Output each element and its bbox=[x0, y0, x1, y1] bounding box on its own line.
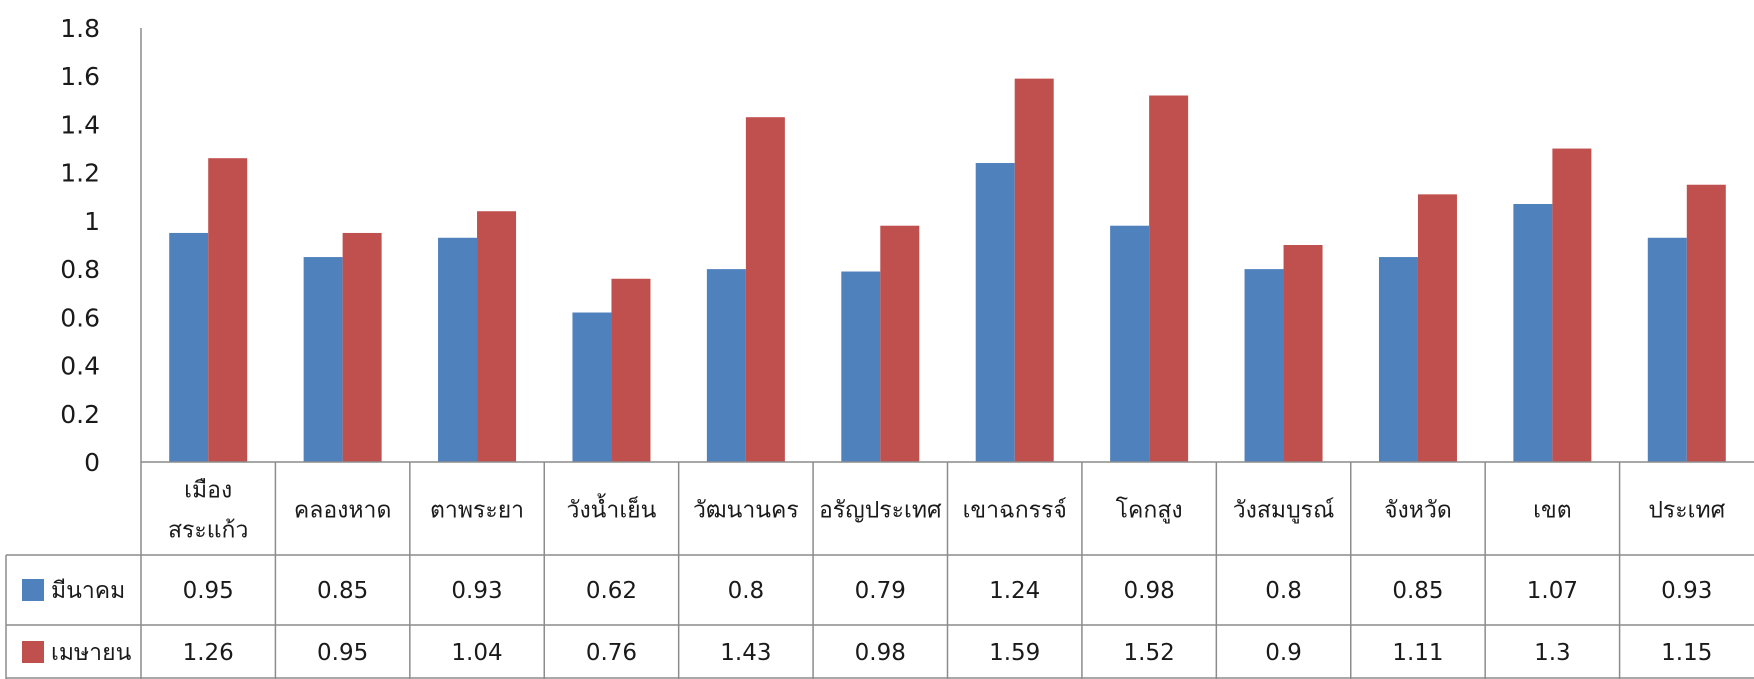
bars bbox=[169, 78, 1726, 463]
legend-swatch-series-1 bbox=[22, 579, 44, 601]
category-label: วังสมบูรณ์ bbox=[1233, 497, 1335, 524]
bar-series-2 bbox=[745, 117, 785, 462]
bar-series-1 bbox=[169, 232, 209, 462]
data-label: 0.62 bbox=[586, 578, 637, 604]
data-label: 0.98 bbox=[855, 640, 906, 666]
data-label: 0.76 bbox=[586, 640, 637, 666]
data-label: 1.15 bbox=[1661, 640, 1712, 666]
data-label: 0.9 bbox=[1265, 640, 1302, 666]
bar-series-2 bbox=[208, 158, 248, 462]
bar-series-2 bbox=[1686, 184, 1726, 462]
category-label: วัฒนานคร bbox=[693, 498, 799, 524]
y-tick-label: 1 bbox=[84, 207, 100, 236]
data-label: 0.85 bbox=[1392, 578, 1443, 604]
legend-label: เมษายน bbox=[51, 640, 132, 666]
data-label: 0.95 bbox=[317, 640, 368, 666]
y-tick-label: 0.4 bbox=[60, 352, 100, 381]
category-label: โคกสูง bbox=[1116, 497, 1183, 524]
data-label: 0.8 bbox=[728, 578, 765, 604]
bar-series-1 bbox=[1378, 257, 1418, 462]
y-tick-label: 0 bbox=[84, 448, 100, 477]
data-table-grid bbox=[5, 28, 1754, 679]
y-tick-label: 0.6 bbox=[60, 303, 100, 332]
data-label: 0.98 bbox=[1124, 578, 1175, 604]
y-tick-label: 0.8 bbox=[60, 255, 100, 284]
data-label: 0.93 bbox=[1661, 578, 1712, 604]
data-label: 1.24 bbox=[989, 578, 1040, 604]
bar-series-1 bbox=[572, 312, 612, 462]
category-label: จังหวัด bbox=[1384, 498, 1452, 524]
category-label: สระแก้ว bbox=[168, 518, 248, 544]
data-label: 1.04 bbox=[451, 640, 502, 666]
y-tick-label: 1.6 bbox=[60, 62, 100, 91]
bar-series-1 bbox=[1110, 225, 1150, 462]
data-label: 1.26 bbox=[183, 640, 234, 666]
bar-series-2 bbox=[1552, 148, 1592, 463]
data-label: 1.07 bbox=[1527, 578, 1578, 604]
y-tick-label: 1.8 bbox=[60, 14, 100, 43]
bar-series-2 bbox=[1014, 78, 1054, 462]
data-table-values: 0.95 0.85 0.93 0.62 0.8 0.79 1.24 0.98 0.8 0.85 1.… bbox=[183, 578, 1713, 666]
category-label: อรัญประเทศ bbox=[819, 498, 942, 524]
bar-series-2 bbox=[880, 225, 920, 462]
category-label: เขาฉกรรจ์ bbox=[963, 497, 1067, 524]
bar-series-1 bbox=[975, 163, 1015, 462]
bar-series-1 bbox=[841, 271, 881, 462]
bar-series-2 bbox=[477, 211, 517, 462]
legend-label: มีนาคม bbox=[51, 578, 125, 604]
bar-series-1 bbox=[706, 269, 746, 462]
y-axis-ticks: 0 0.2 0.4 0.6 0.8 1 1.2 1.4 1.6 1.8 bbox=[60, 14, 100, 477]
data-label: 0.85 bbox=[317, 578, 368, 604]
y-tick-label: 0.2 bbox=[60, 400, 100, 429]
category-label: เมือง bbox=[184, 478, 232, 504]
bar-series-1 bbox=[1244, 269, 1284, 462]
bar-series-2 bbox=[1283, 245, 1323, 462]
category-label: ตาพระยา bbox=[430, 498, 524, 524]
y-tick-label: 1.4 bbox=[60, 110, 100, 139]
category-label: ประเทศ bbox=[1648, 498, 1725, 524]
data-label: 1.3 bbox=[1534, 640, 1571, 666]
data-label: 0.93 bbox=[451, 578, 502, 604]
data-label: 1.11 bbox=[1392, 640, 1443, 666]
data-label: 1.43 bbox=[720, 640, 771, 666]
bar-series-1 bbox=[438, 237, 478, 462]
legend-swatch-series-2 bbox=[22, 641, 44, 663]
data-label: 0.8 bbox=[1265, 578, 1302, 604]
category-label: เขต bbox=[1533, 498, 1572, 524]
bar-series-1 bbox=[1513, 204, 1553, 462]
bar-series-2 bbox=[611, 278, 651, 462]
data-label: 0.79 bbox=[855, 578, 906, 604]
y-tick-label: 1.2 bbox=[60, 159, 100, 188]
bar-series-2 bbox=[1417, 194, 1457, 462]
bar-series-1 bbox=[1647, 237, 1687, 462]
category-label: วังน้ำเย็น bbox=[567, 494, 657, 524]
bar-series-2 bbox=[1149, 95, 1189, 462]
data-label: 1.59 bbox=[989, 640, 1040, 666]
data-label: 0.95 bbox=[183, 578, 234, 604]
bar-series-2 bbox=[342, 232, 382, 462]
data-label: 1.52 bbox=[1124, 640, 1175, 666]
bar-series-1 bbox=[303, 257, 343, 462]
category-label: คลองหาด bbox=[294, 498, 392, 524]
